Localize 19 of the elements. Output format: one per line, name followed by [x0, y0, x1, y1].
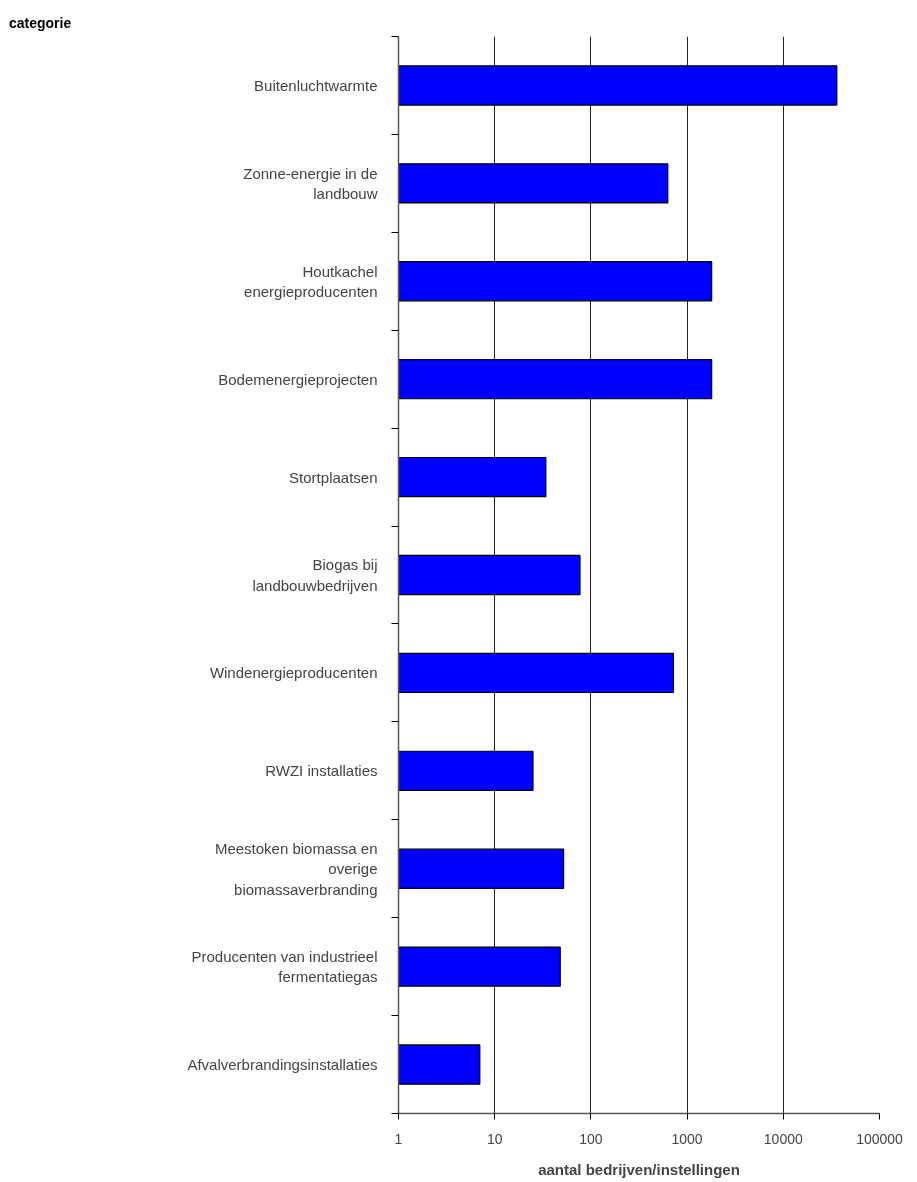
text: categorie [9, 14, 72, 33]
y-tick-label: Biogas bij landbouwbedrijven [252, 556, 378, 594]
y-tick-label: Windenergieproducenten [209, 664, 378, 682]
y-tick-label: Afvalverbrandingsinstallaties [187, 1056, 378, 1074]
x-tick-label: 10 [486, 1130, 503, 1147]
y-tick-label: RWZI installaties [265, 762, 378, 780]
y-tick-label: Meestoken biomassa en overige biomassaverbranding [214, 839, 378, 898]
y-tick-label: Buitenluchtwarmte [254, 76, 378, 94]
y-tick-label: Stortplaatsen [289, 468, 378, 486]
x-tick-label: 100 [579, 1130, 603, 1147]
x-tick-label: 1 [394, 1130, 403, 1147]
y-tick-label: Zonne-energie in de landbouw [243, 164, 378, 203]
y-tick-label: Producenten van industrieel fermentatiegas [191, 947, 378, 986]
x-axis-title: aantal bedrijven/instellingen [538, 1160, 740, 1178]
y-tick-label: Houtkachel energieproducenten [244, 262, 378, 300]
y-tick-label: Bodemenergieprojecten [218, 370, 378, 388]
x-tick-label: 10000 [763, 1130, 803, 1147]
x-tick-label: 100000 [856, 1130, 904, 1147]
x-tick-label: 1000 [671, 1130, 703, 1147]
